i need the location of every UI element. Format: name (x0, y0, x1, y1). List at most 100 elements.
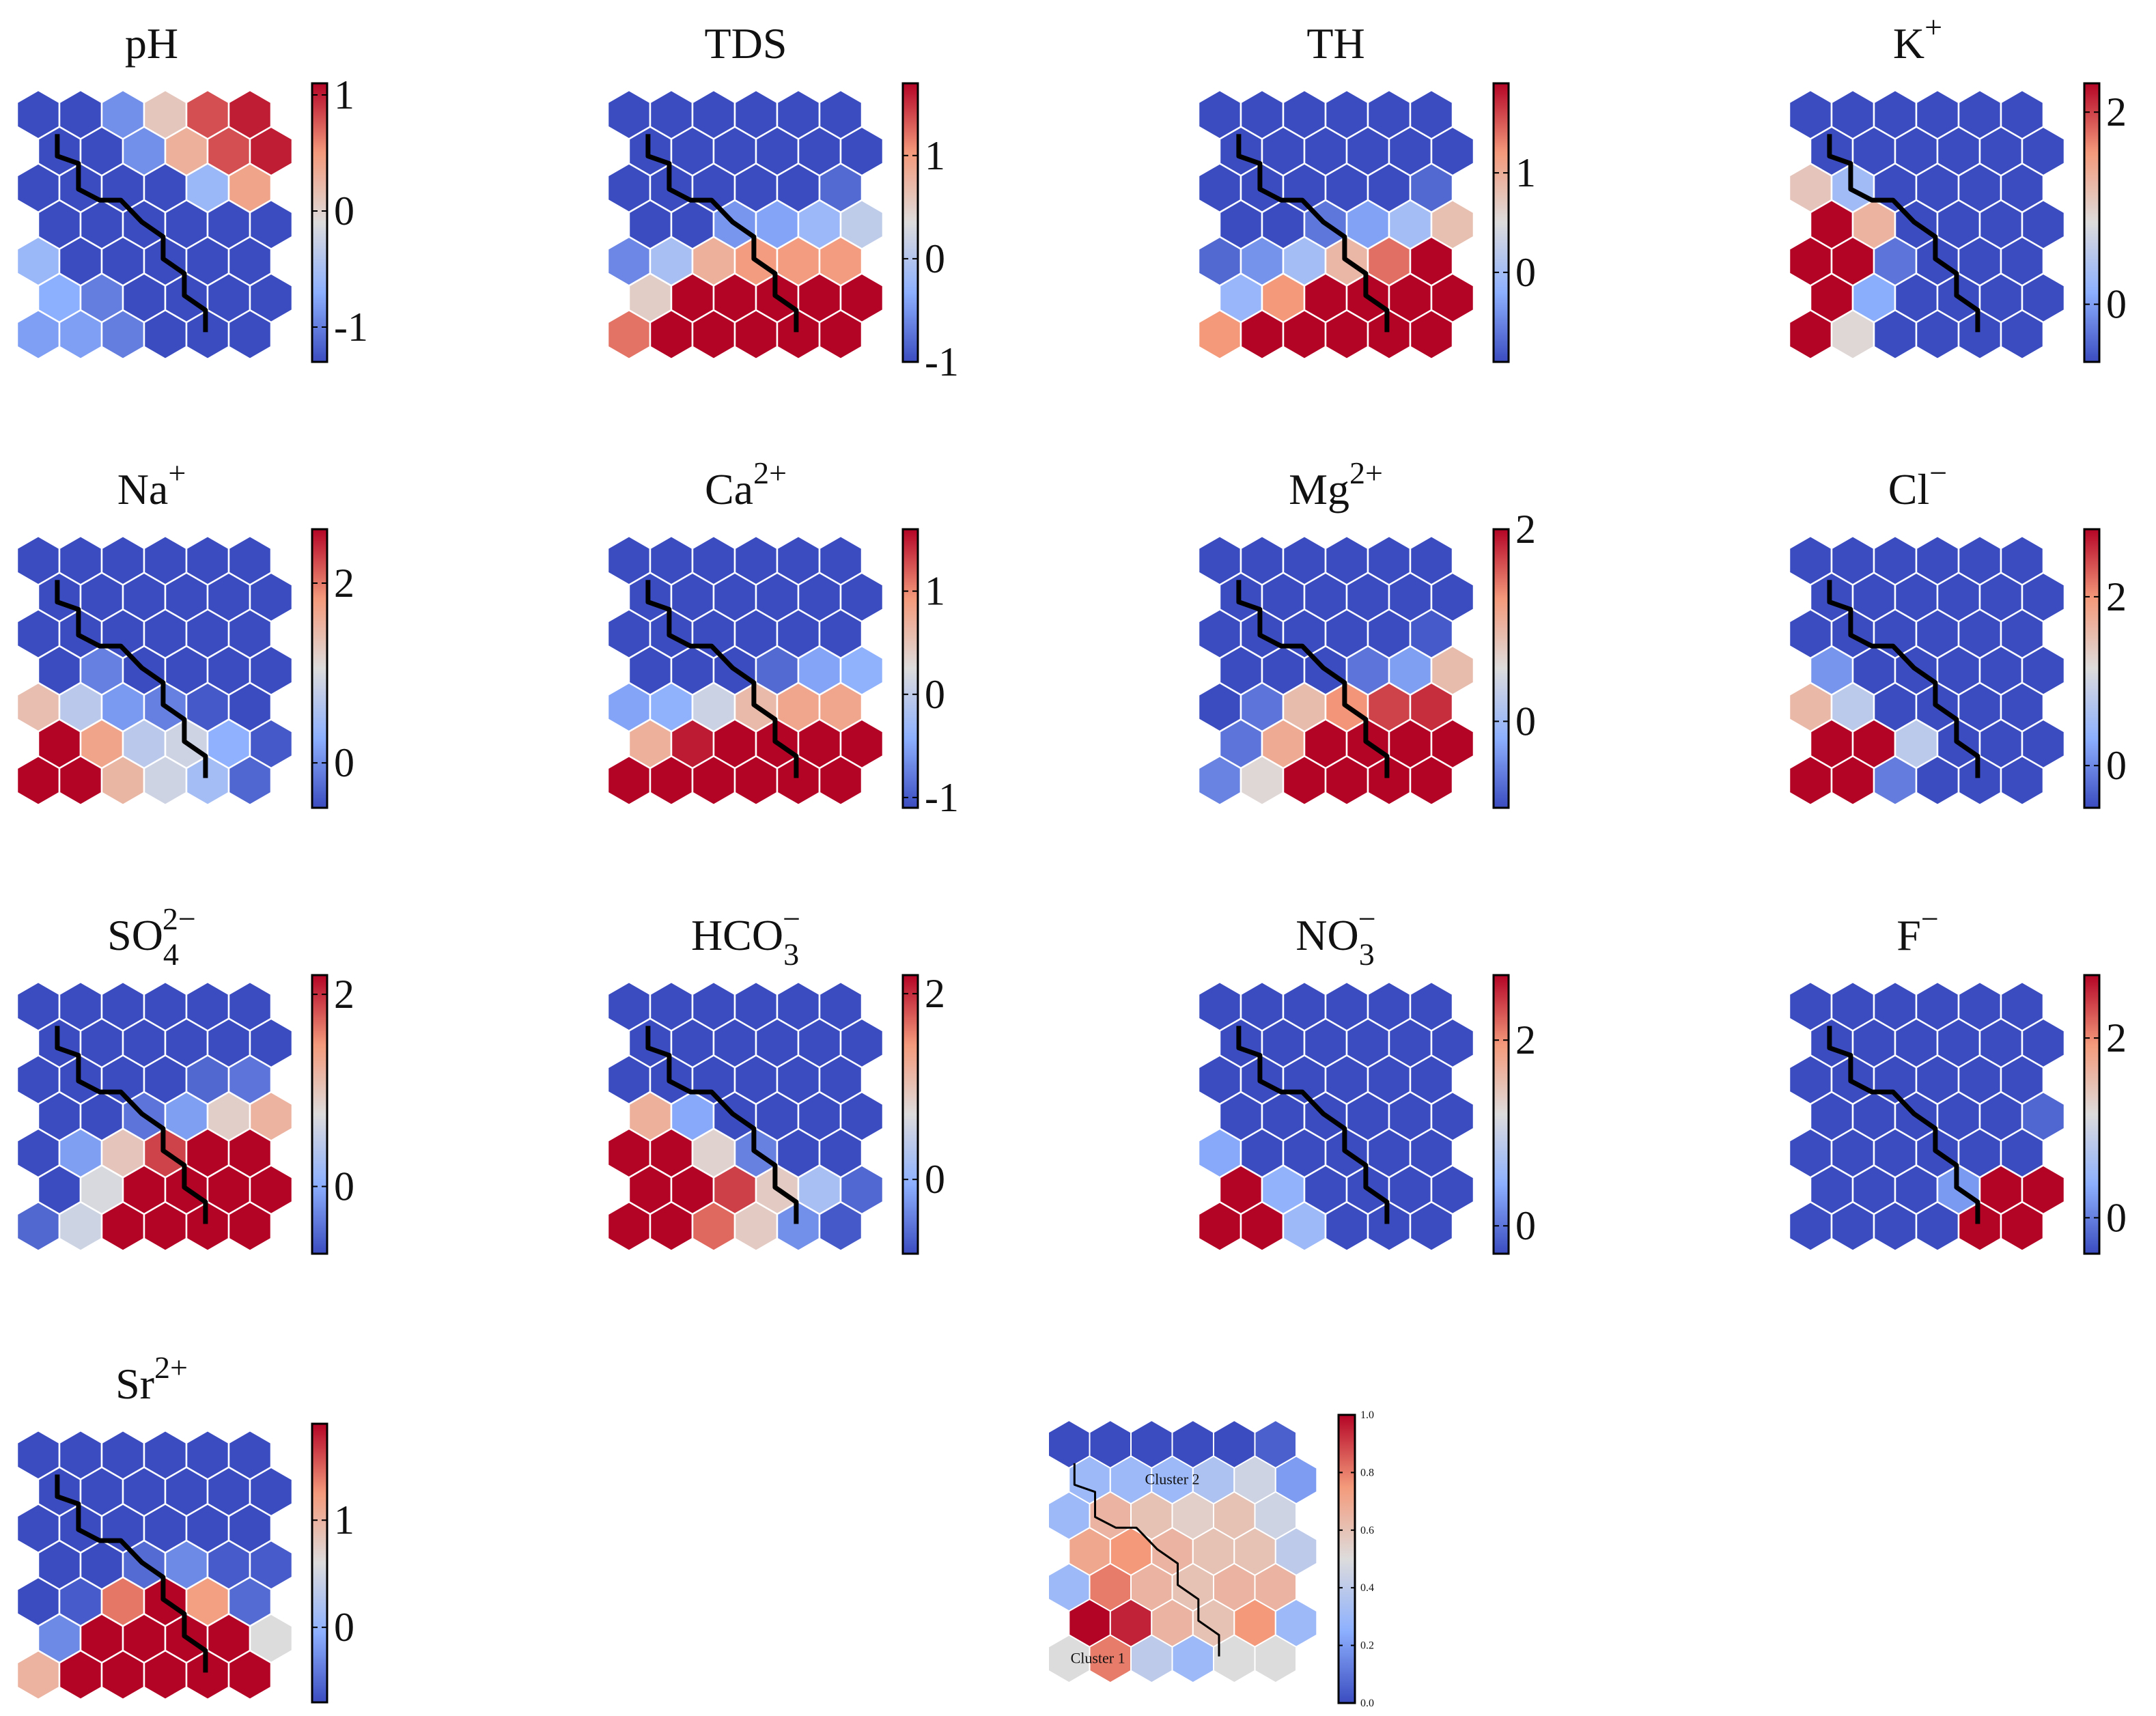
title-base: F (1896, 911, 1921, 959)
colorbar (311, 1422, 328, 1704)
title-superscript: 2+ (753, 455, 787, 490)
cluster-boundary-line (55, 1474, 208, 1673)
colorbar-tick-label: 2 (334, 561, 354, 606)
component-plane-9: 2 0 HCO3− (606, 901, 945, 1255)
plane-title: TH (1306, 19, 1364, 68)
colorbar (1492, 82, 1510, 363)
colorbar-tick-label: 0.8 (1360, 1467, 1374, 1478)
plane-title: K+ (1893, 10, 1942, 68)
cluster-boundary-line (1827, 134, 1980, 333)
hex-cell (227, 1200, 272, 1252)
component-plane-1: 1 0 -1 TDS (606, 19, 959, 384)
cluster-2-label: Cluster 2 (1145, 1470, 1199, 1487)
cluster-1-label: Cluster 1 (1071, 1649, 1125, 1666)
hex-cell (818, 1200, 863, 1252)
colorbar-tick-label: 0.0 (1360, 1698, 1374, 1709)
title-base: Sr (115, 1360, 154, 1408)
colorbar-tick-label: 1.0 (1360, 1409, 1374, 1421)
hex-cell (818, 755, 863, 806)
title-superscript: − (1929, 455, 1947, 490)
title-base: TDS (705, 19, 787, 68)
cluster-boundary-line (55, 580, 208, 778)
cluster-boundary-line (645, 580, 799, 778)
colorbar-tick-label: 0 (334, 1164, 354, 1209)
colorbar (2083, 82, 2101, 363)
title-base: Mg (1289, 465, 1349, 514)
title-superscript: − (1921, 901, 1939, 936)
title-superscript: + (1924, 10, 1942, 44)
title-subscript: 4 (163, 937, 179, 972)
colorbar-tick-label: 0 (1515, 250, 1536, 295)
title-superscript: − (783, 901, 800, 936)
cluster-boundary-line (645, 1026, 799, 1224)
plane-title: Mg2+ (1289, 455, 1383, 514)
hex-cell (227, 1649, 272, 1701)
title-superscript: 2+ (1349, 455, 1383, 490)
component-plane-12: 1 0 Sr2+ (16, 1350, 354, 1704)
colorbar-tick-label: 0 (334, 1605, 354, 1650)
title-base: SO (107, 911, 163, 959)
plane-title: F− (1896, 901, 1939, 959)
plane-title: Na+ (117, 455, 186, 514)
colorbar (1337, 1413, 1356, 1704)
hex-cell (1409, 309, 1454, 361)
colorbar-tick-label: -1 (925, 339, 959, 384)
component-plane-4: 2 0 Na+ (16, 455, 354, 809)
colorbar-tick-label: 0.4 (1360, 1582, 1374, 1594)
title-superscript: 2+ (154, 1350, 188, 1385)
hex-cell (1409, 1200, 1454, 1252)
colorbar-tick-label: 1 (925, 133, 945, 178)
colorbar-tick-label: 0 (2106, 1195, 2127, 1240)
colorbar-tick-label: 0 (2106, 282, 2127, 327)
component-plane-5: 1 0 -1 Ca2+ (606, 455, 959, 820)
colorbar (311, 528, 328, 809)
component-plane-13: 1.0 0.8 0.6 0.4 0.2 0.0 Cluster 2 Cluster 1 (1048, 1409, 1374, 1709)
colorbar (311, 82, 328, 363)
colorbar-tick-label: 2 (334, 972, 354, 1017)
colorbar (1492, 974, 1510, 1255)
cluster-boundary-line (645, 134, 799, 333)
colorbar-tick-label: 2 (1515, 1017, 1536, 1063)
component-plane-2: 1 0 TH (1197, 19, 1536, 363)
plane-title: Ca2+ (705, 455, 787, 514)
hex-cell (2000, 309, 2045, 361)
component-plane-0: 1 0 -1 pH (16, 19, 368, 363)
colorbar (311, 974, 328, 1255)
title-base: Ca (705, 465, 753, 514)
plane-title: HCO3− (691, 901, 800, 972)
cluster-boundary-line (1073, 1463, 1220, 1657)
colorbar-tick-label: 2 (1515, 507, 1536, 552)
plane-title: pH (125, 19, 178, 68)
colorbar-tick-label: 1 (334, 1497, 354, 1543)
colorbar-tick-label: 1 (334, 72, 354, 117)
colorbar (2083, 528, 2101, 809)
colorbar-tick-label: 0 (925, 1157, 945, 1202)
hex-cell (2000, 1200, 2045, 1252)
colorbar-tick-label: 2 (2106, 1015, 2127, 1060)
component-plane-3: 2 0 K+ (1788, 10, 2127, 363)
cluster-boundary-line (55, 1026, 208, 1224)
colorbar-tick-label: 0 (925, 236, 945, 281)
cluster-boundary-line (55, 134, 208, 333)
colorbar-tick-label: 1 (925, 569, 945, 614)
component-plane-10: 2 0 NO3− (1197, 901, 1536, 1255)
colorbar (2083, 974, 2101, 1255)
hex-cell (818, 309, 863, 361)
component-plane-8: 2 0 SO42− (16, 901, 354, 1255)
colorbar-tick-label: 0 (334, 740, 354, 785)
colorbar-tick-label: 2 (2106, 574, 2127, 619)
title-superscript: + (168, 455, 186, 490)
title-base: TH (1306, 19, 1364, 68)
component-plane-6: 2 0 Mg2+ (1197, 455, 1536, 809)
colorbar (901, 974, 919, 1255)
colorbar (1492, 528, 1510, 809)
colorbar (901, 528, 919, 809)
colorbar (901, 82, 919, 363)
colorbar-tick-label: 0 (2106, 743, 2127, 788)
component-plane-7: 2 0 Cl− (1788, 455, 2127, 809)
title-superscript: − (1358, 901, 1376, 936)
cluster-boundary-line (1236, 134, 1390, 333)
cluster-boundary-line (1827, 1026, 1980, 1224)
colorbar-tick-label: 2 (2106, 89, 2127, 135)
